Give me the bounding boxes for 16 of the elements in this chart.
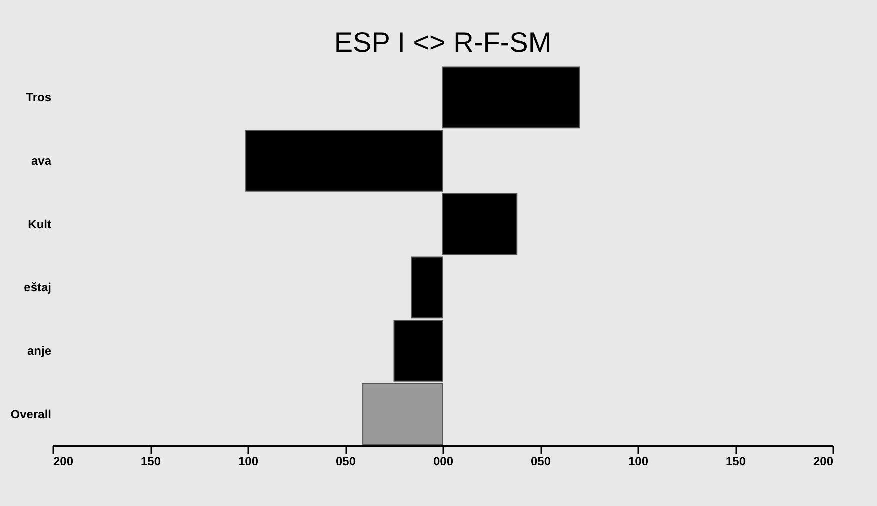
x-tick-label: 150 — [726, 454, 746, 468]
x-tick-label: 150 — [140, 454, 162, 468]
y-tick-label: eštaj — [24, 280, 52, 295]
x-tick-label: 200 — [813, 454, 834, 468]
x-tick-label: 000 — [433, 454, 454, 468]
chart-title: ESP I <> R-F-SM — [334, 27, 552, 58]
y-tick-label: Overall — [10, 407, 52, 422]
y-tick-label: anje — [27, 344, 52, 358]
x-tick-label: 050 — [530, 454, 552, 468]
x-tick-label: 200 — [54, 454, 74, 468]
y-tick-label: ava — [31, 154, 52, 168]
x-tick-label: 050 — [336, 454, 356, 468]
y-tick-label: Tros — [26, 90, 52, 105]
y-tick-label: Kult — [28, 217, 52, 232]
x-tick-label: 100 — [238, 454, 259, 468]
x-tick-label: 100 — [628, 454, 649, 468]
